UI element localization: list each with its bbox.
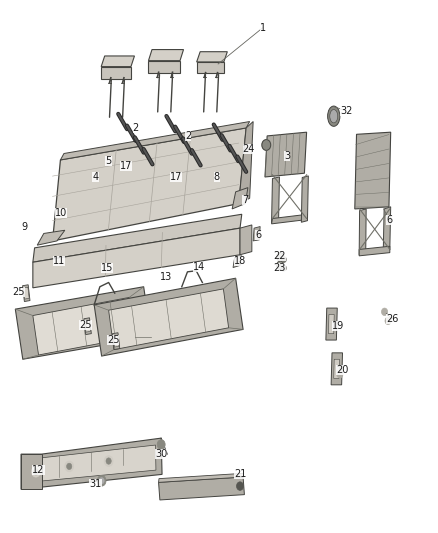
Text: 17: 17 bbox=[120, 161, 132, 171]
Polygon shape bbox=[22, 285, 30, 302]
Text: 20: 20 bbox=[336, 366, 349, 375]
Polygon shape bbox=[33, 297, 135, 355]
Ellipse shape bbox=[328, 106, 340, 126]
Polygon shape bbox=[27, 445, 156, 482]
Polygon shape bbox=[15, 287, 151, 359]
Text: 19: 19 bbox=[332, 321, 344, 331]
Circle shape bbox=[277, 261, 284, 270]
Polygon shape bbox=[359, 246, 390, 256]
Polygon shape bbox=[94, 278, 243, 356]
Text: 14: 14 bbox=[193, 262, 205, 271]
Polygon shape bbox=[33, 228, 240, 288]
Text: 18: 18 bbox=[234, 256, 246, 266]
Polygon shape bbox=[23, 287, 29, 299]
Text: 24: 24 bbox=[243, 144, 255, 154]
Text: 11: 11 bbox=[53, 256, 65, 266]
Polygon shape bbox=[109, 289, 229, 350]
Text: 21: 21 bbox=[234, 470, 246, 479]
Text: 13: 13 bbox=[160, 272, 173, 282]
Polygon shape bbox=[265, 132, 307, 177]
Circle shape bbox=[97, 475, 106, 486]
Polygon shape bbox=[33, 214, 242, 262]
Text: 12: 12 bbox=[32, 465, 45, 475]
Text: 8: 8 bbox=[214, 172, 220, 182]
Polygon shape bbox=[159, 473, 244, 482]
Polygon shape bbox=[53, 128, 246, 241]
Polygon shape bbox=[326, 308, 337, 340]
Polygon shape bbox=[84, 318, 92, 335]
Text: 25: 25 bbox=[12, 287, 25, 297]
Text: 4: 4 bbox=[92, 172, 99, 182]
Text: 10: 10 bbox=[55, 208, 67, 218]
Polygon shape bbox=[197, 52, 227, 62]
Polygon shape bbox=[301, 176, 308, 222]
Circle shape bbox=[157, 440, 165, 449]
Circle shape bbox=[65, 461, 74, 472]
Polygon shape bbox=[148, 61, 180, 73]
Text: 7: 7 bbox=[242, 195, 248, 205]
Polygon shape bbox=[85, 320, 91, 332]
Polygon shape bbox=[328, 314, 334, 334]
Text: 22: 22 bbox=[273, 251, 286, 261]
Text: 5: 5 bbox=[106, 156, 112, 166]
Text: 30: 30 bbox=[155, 449, 167, 459]
Circle shape bbox=[99, 478, 104, 484]
Polygon shape bbox=[359, 209, 366, 255]
Text: 6: 6 bbox=[255, 230, 261, 239]
Circle shape bbox=[282, 265, 286, 271]
Polygon shape bbox=[101, 67, 131, 79]
Text: 2: 2 bbox=[133, 123, 139, 133]
Circle shape bbox=[277, 253, 284, 261]
Polygon shape bbox=[272, 214, 307, 224]
Circle shape bbox=[385, 317, 391, 325]
Circle shape bbox=[282, 257, 286, 262]
Polygon shape bbox=[112, 333, 120, 350]
Polygon shape bbox=[159, 477, 244, 500]
Text: 17: 17 bbox=[170, 172, 182, 182]
Circle shape bbox=[33, 469, 39, 475]
Circle shape bbox=[337, 370, 343, 378]
Polygon shape bbox=[239, 122, 253, 204]
Polygon shape bbox=[253, 227, 260, 241]
Polygon shape bbox=[331, 353, 343, 385]
Circle shape bbox=[104, 456, 113, 466]
Polygon shape bbox=[272, 177, 279, 223]
Ellipse shape bbox=[330, 109, 338, 123]
Polygon shape bbox=[197, 62, 224, 74]
Polygon shape bbox=[240, 225, 252, 255]
Text: 23: 23 bbox=[273, 263, 286, 272]
Polygon shape bbox=[60, 122, 250, 160]
Text: 26: 26 bbox=[386, 314, 398, 324]
Circle shape bbox=[262, 140, 271, 150]
Circle shape bbox=[32, 466, 40, 477]
Text: 32: 32 bbox=[340, 106, 352, 116]
Polygon shape bbox=[21, 438, 162, 489]
Text: 9: 9 bbox=[21, 222, 27, 231]
Text: 2: 2 bbox=[185, 131, 191, 141]
Polygon shape bbox=[383, 207, 391, 252]
Polygon shape bbox=[148, 50, 184, 61]
Text: 31: 31 bbox=[89, 479, 102, 489]
Polygon shape bbox=[355, 132, 391, 209]
Text: 3: 3 bbox=[284, 151, 290, 160]
Polygon shape bbox=[232, 188, 248, 209]
Polygon shape bbox=[101, 56, 134, 67]
Text: 6: 6 bbox=[386, 215, 392, 224]
Circle shape bbox=[106, 458, 111, 464]
Polygon shape bbox=[113, 335, 119, 347]
Polygon shape bbox=[233, 256, 242, 268]
Polygon shape bbox=[21, 454, 42, 489]
Text: 25: 25 bbox=[79, 320, 92, 330]
Polygon shape bbox=[334, 359, 339, 378]
Polygon shape bbox=[37, 230, 65, 245]
Text: 15: 15 bbox=[101, 263, 113, 272]
Circle shape bbox=[381, 308, 388, 316]
Circle shape bbox=[237, 482, 244, 490]
Text: 25: 25 bbox=[107, 335, 119, 345]
Circle shape bbox=[67, 463, 72, 470]
Text: 1: 1 bbox=[260, 23, 266, 33]
